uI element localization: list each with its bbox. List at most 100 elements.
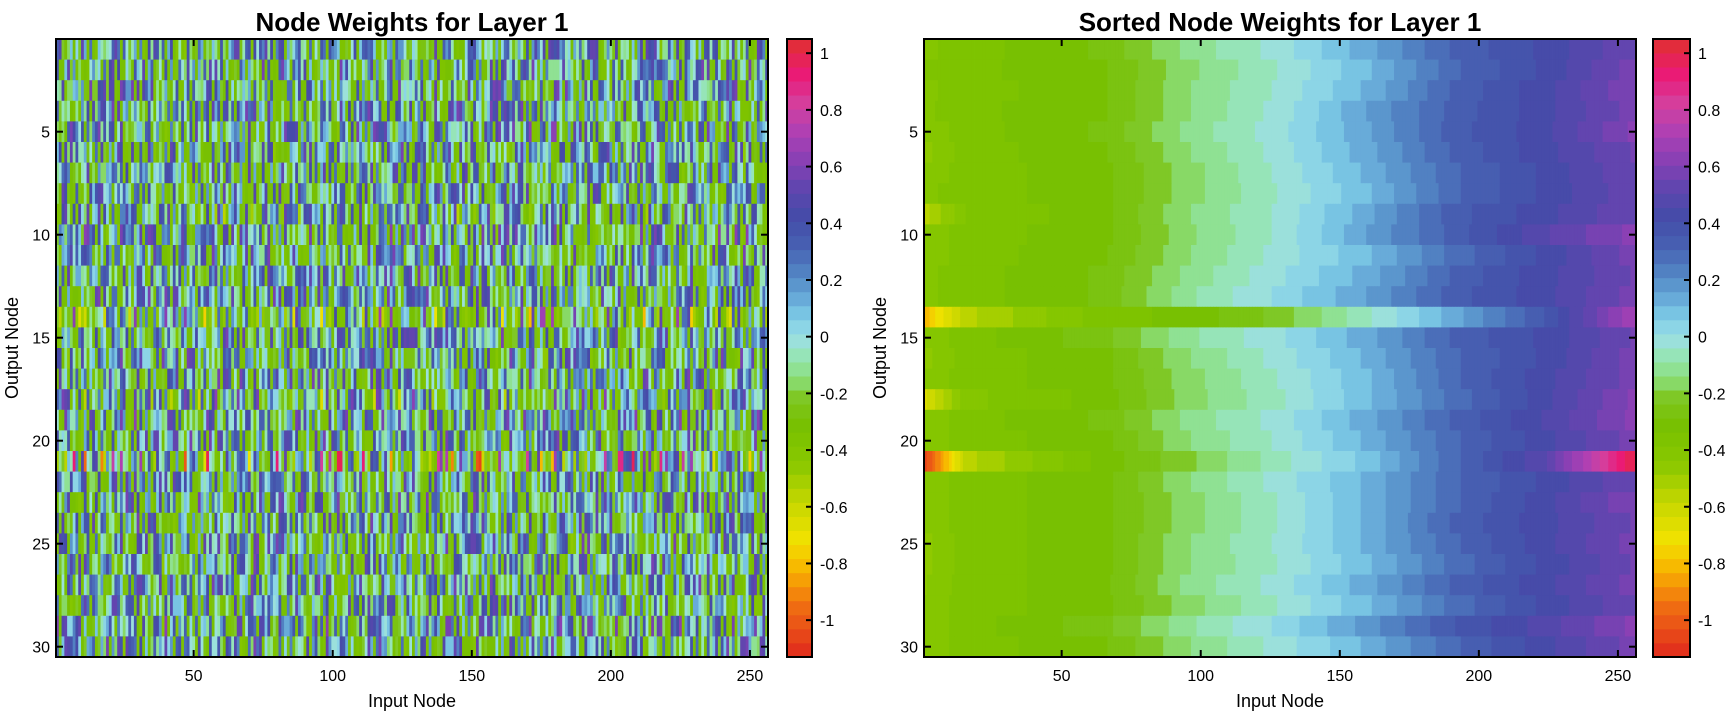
heatmap-cell <box>81 80 85 102</box>
heatmap-cell <box>314 409 318 431</box>
heatmap-cell <box>89 286 93 308</box>
heatmap-cell <box>395 245 399 266</box>
heatmap-cell <box>361 265 366 287</box>
heatmap-cell <box>189 245 193 266</box>
heatmap-cell <box>172 142 176 163</box>
heatmap-cell <box>723 327 727 349</box>
heatmap-cell <box>578 100 583 122</box>
heatmap-cell <box>617 121 621 143</box>
heatmap-cell <box>317 348 321 369</box>
heatmap-cell <box>164 409 168 431</box>
heatmap-cell <box>103 100 107 122</box>
heatmap-cell <box>745 39 749 60</box>
heatmap-cell <box>356 59 360 81</box>
heatmap-cell <box>214 348 218 369</box>
heatmap-cell <box>662 224 666 246</box>
heatmap-cell <box>445 409 449 431</box>
heatmap-cell <box>122 409 126 431</box>
heatmap-cell <box>359 368 363 390</box>
heatmap-cell <box>114 121 118 143</box>
heatmap-cell <box>147 306 151 328</box>
heatmap-cell <box>645 409 649 431</box>
heatmap-cell <box>667 409 672 431</box>
heatmap-cell <box>245 348 249 369</box>
heatmap-cell <box>765 162 769 184</box>
heatmap-cell <box>428 183 432 205</box>
heatmap-cell <box>603 389 608 411</box>
heatmap-cell <box>745 80 749 102</box>
heatmap-cell <box>247 39 252 60</box>
heatmap-cell <box>492 59 496 81</box>
heatmap-cell <box>570 59 574 81</box>
heatmap-cell <box>250 368 254 390</box>
heatmap-cell <box>492 80 496 102</box>
heatmap-cell <box>428 409 432 431</box>
heatmap-cell <box>692 121 697 143</box>
heatmap-cell <box>309 203 313 225</box>
heatmap-cell <box>717 59 722 81</box>
heatmap-cell <box>373 121 377 143</box>
heatmap-cell <box>86 100 90 122</box>
heatmap-cell <box>720 59 724 81</box>
heatmap-cell <box>459 142 463 163</box>
heatmap-cell <box>295 224 299 246</box>
heatmap-cell <box>242 39 246 60</box>
heatmap-cell <box>56 142 60 163</box>
heatmap-cell <box>412 121 416 143</box>
heatmap-cell <box>431 59 435 81</box>
heatmap-cell <box>61 265 65 287</box>
heatmap-cell <box>103 348 107 369</box>
heatmap-cell <box>186 59 190 81</box>
heatmap-cell <box>470 306 474 328</box>
heatmap-cell <box>640 409 644 431</box>
heatmap-cell <box>217 409 221 431</box>
heatmap-cell <box>637 327 641 349</box>
heatmap-cell <box>392 121 396 143</box>
heatmap-cell <box>67 142 71 163</box>
heatmap-cell <box>412 162 416 184</box>
heatmap-cell <box>445 121 449 143</box>
heatmap-cell <box>183 286 188 308</box>
heatmap-cell <box>306 142 310 163</box>
heatmap-cell <box>234 368 238 390</box>
heatmap-cell <box>236 142 240 163</box>
heatmap-cell <box>231 265 235 287</box>
heatmap-cell <box>272 348 277 369</box>
heatmap-cell <box>272 39 277 60</box>
heatmap-cell <box>323 409 327 431</box>
heatmap-cell <box>309 100 313 122</box>
heatmap-cell <box>142 142 146 163</box>
heatmap-cell <box>748 306 752 328</box>
heatmap-cell <box>620 265 624 287</box>
heatmap-cell <box>222 327 227 349</box>
heatmap-cell <box>236 100 240 122</box>
heatmap-cell <box>320 409 324 431</box>
heatmap-cell <box>297 224 302 246</box>
heatmap-cell <box>423 39 427 60</box>
heatmap-cell <box>114 59 118 81</box>
heatmap-cell <box>345 286 349 308</box>
heatmap-cell <box>456 409 460 431</box>
heatmap-cell <box>320 162 324 184</box>
heatmap-cell <box>386 430 391 452</box>
heatmap-cell <box>264 286 268 308</box>
heatmap-cell <box>69 389 74 411</box>
heatmap-cell <box>275 80 279 102</box>
heatmap-cell <box>612 389 616 411</box>
heatmap-cell <box>192 368 196 390</box>
heatmap-cell <box>478 348 482 369</box>
heatmap-cell <box>97 430 101 452</box>
heatmap-cell <box>704 409 708 431</box>
heatmap-cell <box>58 389 62 411</box>
heatmap-cell <box>317 245 321 266</box>
heatmap-cell <box>58 286 62 308</box>
heatmap-cell <box>698 368 702 390</box>
heatmap-cell <box>526 162 530 184</box>
heatmap-cell <box>564 203 569 225</box>
heatmap-cell <box>67 100 71 122</box>
heatmap-cell <box>556 265 560 287</box>
heatmap-cell <box>673 368 677 390</box>
heatmap-cell <box>289 224 293 246</box>
heatmap-cell <box>270 121 274 143</box>
heatmap-cell <box>692 265 697 287</box>
